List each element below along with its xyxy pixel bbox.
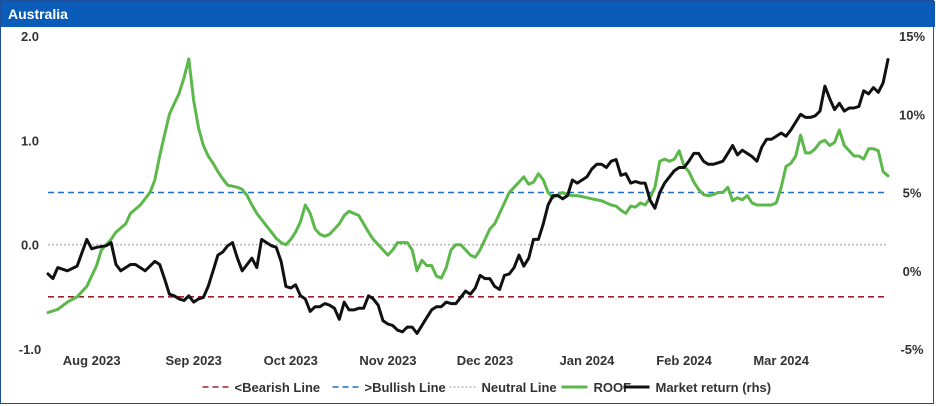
right-tick-label: 10% [899,107,925,122]
left-tick-label: -1.0 [19,342,41,357]
legend-item: >Bullish Line [332,380,446,395]
legend-label: <Bearish Line [235,380,321,395]
left-axis-ticks: -1.0 0.0 1.0 2.0 [19,29,41,357]
right-tick-label: -5% [900,342,924,357]
right-tick-label: 0% [903,264,922,279]
chart-title: Australia [1,1,935,27]
x-tick-label: Jan 2024 [559,353,615,368]
x-tick-label: Oct 2023 [264,353,318,368]
reference-lines [48,191,888,298]
left-tick-label: 1.0 [21,133,39,148]
x-tick-label: Sep 2023 [165,353,221,368]
legend-label: ROOF [594,380,632,395]
right-tick-label: 5% [903,186,922,201]
right-tick-label: 15% [899,29,925,44]
legend-item: Market return (rhs) [623,380,772,395]
left-tick-label: 0.0 [21,238,39,253]
series-line-1 [46,58,890,335]
x-tick-label: Nov 2023 [359,353,416,368]
x-tick-label: Dec 2023 [457,353,513,368]
legend-item: Neutral Line [449,380,557,395]
legend-label: Market return (rhs) [656,380,772,395]
legend-item: <Bearish Line [202,380,321,395]
legend-item: ROOF [561,380,632,395]
series-lines [46,57,890,335]
left-tick-label: 2.0 [21,29,39,44]
series-line-0 [46,57,890,314]
right-axis-ticks: -5% 0% 5% 10% 15% [899,29,925,357]
legend: <Bearish Line >Bullish Line Neutral Line RO… [202,380,772,395]
x-tick-label: Mar 2024 [753,353,809,368]
legend-label: >Bullish Line [365,380,446,395]
x-tick-label: Feb 2024 [656,353,712,368]
x-axis-ticks: Aug 2023 Sep 2023 Oct 2023 Nov 2023 Dec 2023… [63,353,810,368]
legend-label: Neutral Line [482,380,557,395]
x-tick-label: Aug 2023 [63,353,121,368]
